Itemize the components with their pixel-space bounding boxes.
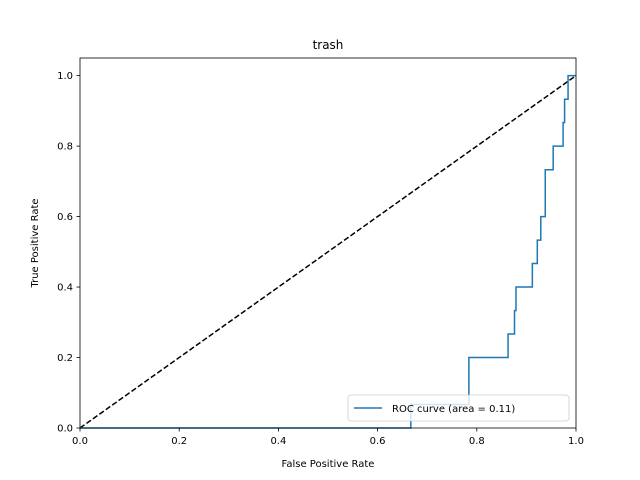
x-tick-label: 0.0 bbox=[72, 436, 88, 447]
y-tick-label: 0.8 bbox=[57, 142, 73, 153]
y-tick-label: 0.0 bbox=[57, 424, 73, 435]
legend-box bbox=[347, 394, 570, 422]
y-tick-label: 1.0 bbox=[57, 71, 73, 82]
x-tick-label: 0.6 bbox=[370, 436, 386, 447]
plot-frame bbox=[79, 57, 577, 429]
x-tick-label: 0.2 bbox=[171, 436, 187, 447]
x-axis-label: False Positive Rate bbox=[282, 459, 375, 470]
y-tick-label: 0.6 bbox=[57, 212, 73, 223]
y-tick-label: 0.2 bbox=[57, 353, 73, 364]
diagonal-reference-line bbox=[79, 75, 577, 429]
roc-curve-line bbox=[80, 74, 576, 429]
x-tick-label: 1.0 bbox=[568, 436, 584, 447]
x-tick-label: 0.4 bbox=[270, 436, 286, 447]
y-tick-label: 0.4 bbox=[57, 283, 73, 294]
x-axis: 0.0 0.2 0.4 0.6 0.8 1.0 bbox=[72, 428, 584, 447]
y-axis: 0.0 0.2 0.4 0.6 0.8 1.0 bbox=[57, 71, 80, 435]
x-tick-label: 0.8 bbox=[469, 436, 485, 447]
legend: ROC curve (area = 0.11) bbox=[347, 394, 570, 422]
y-axis-label: True Positive Rate bbox=[30, 198, 41, 288]
legend-label: ROC curve (area = 0.11) bbox=[392, 404, 515, 415]
chart-title: trash bbox=[313, 38, 344, 52]
series-layer bbox=[79, 74, 577, 429]
plot-area bbox=[80, 58, 576, 428]
